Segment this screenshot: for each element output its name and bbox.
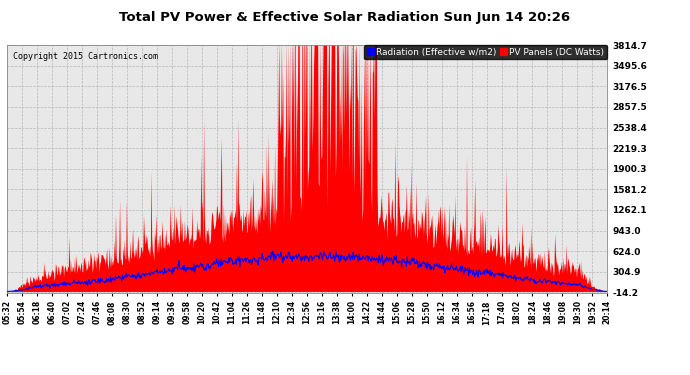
- Text: Copyright 2015 Cartronics.com: Copyright 2015 Cartronics.com: [13, 53, 158, 62]
- Legend: Radiation (Effective w/m2), PV Panels (DC Watts): Radiation (Effective w/m2), PV Panels (D…: [364, 45, 607, 59]
- Text: Total PV Power & Effective Solar Radiation Sun Jun 14 20:26: Total PV Power & Effective Solar Radiati…: [119, 11, 571, 24]
